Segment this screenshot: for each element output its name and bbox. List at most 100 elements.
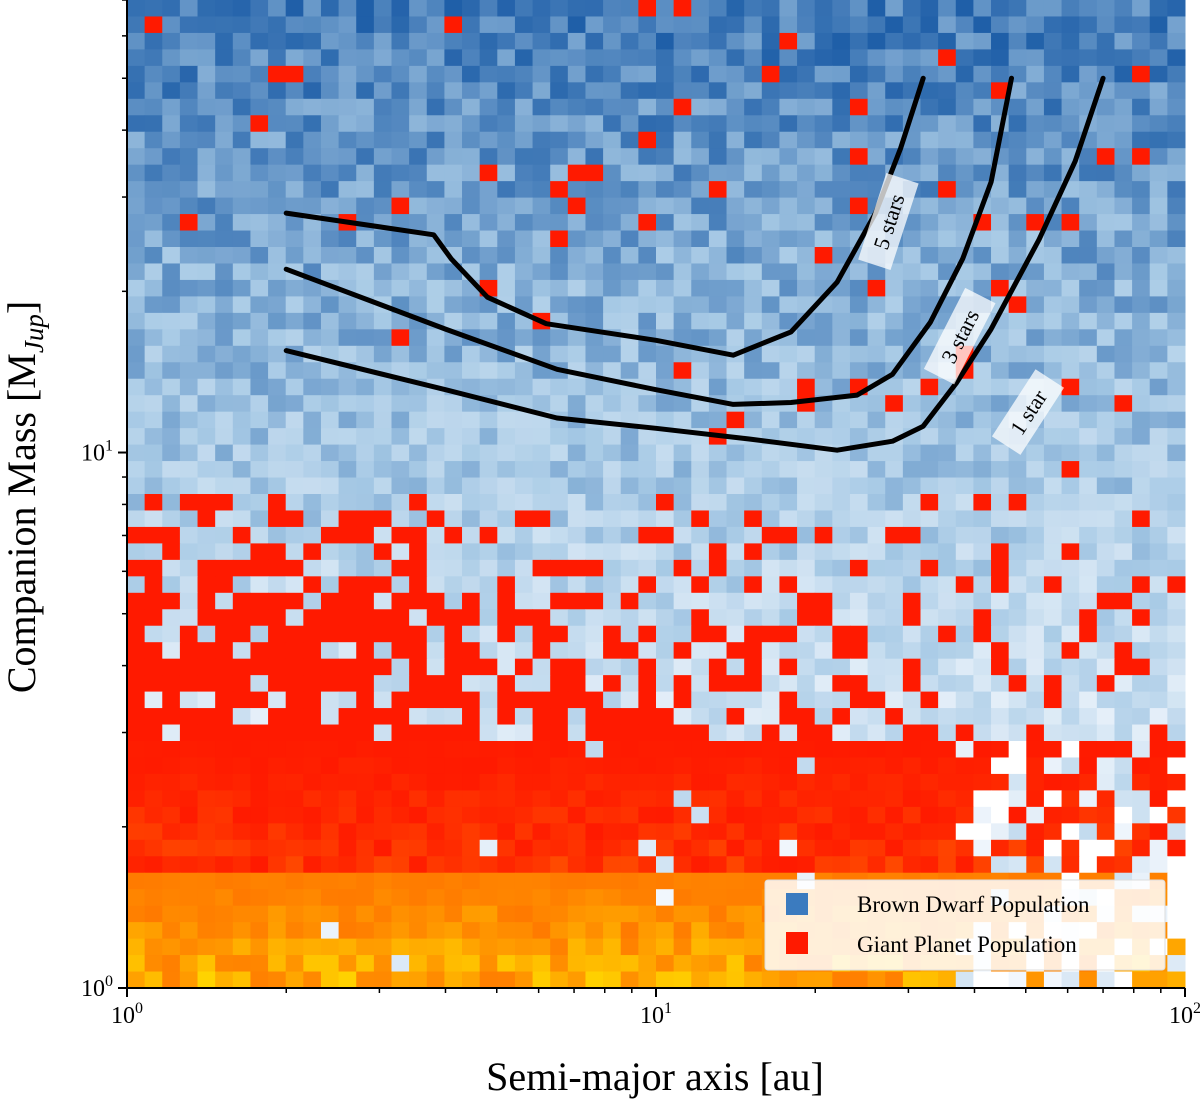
heatmap-cell (708, 658, 728, 676)
heatmap-cell (514, 329, 534, 347)
heatmap-cell (497, 823, 516, 841)
heatmap-cell (356, 0, 375, 17)
heatmap-cell (885, 609, 904, 627)
heatmap-cell (1132, 362, 1151, 380)
heatmap-cell (514, 32, 534, 50)
heatmap-cell (462, 296, 481, 314)
heatmap-cell (797, 971, 816, 989)
heatmap-cell (179, 543, 199, 561)
heatmap-cell (1043, 98, 1063, 116)
heatmap-cell (603, 790, 622, 808)
heatmap-cell (779, 164, 798, 182)
heatmap-cell (902, 214, 921, 232)
heatmap-cell (1061, 345, 1080, 363)
heatmap-cell (444, 494, 463, 511)
heatmap-cell (391, 378, 410, 396)
heatmap-cell (814, 98, 833, 116)
heatmap-cell (144, 263, 163, 281)
heatmap-cell (567, 378, 586, 396)
heatmap-cell (1026, 197, 1045, 215)
heatmap-cell (479, 642, 498, 660)
heatmap-cell (991, 576, 1010, 594)
heatmap-cell (285, 790, 304, 808)
heatmap-cell (426, 675, 445, 693)
heatmap-cell (708, 148, 728, 166)
heatmap-cell (814, 164, 833, 182)
heatmap-cell (320, 247, 340, 264)
heatmap-cell (744, 938, 763, 956)
heatmap-cell (938, 214, 957, 232)
heatmap-cell (268, 905, 287, 923)
heatmap-cell (462, 922, 481, 940)
heatmap-cell (285, 872, 304, 890)
heatmap-cell (144, 724, 163, 742)
heatmap-cell (920, 839, 939, 857)
heatmap-cell (708, 494, 728, 511)
heatmap-cell (867, 642, 886, 660)
heatmap-cell (849, 625, 869, 643)
heatmap-cell (744, 263, 763, 281)
heatmap-cell (673, 115, 692, 133)
heatmap-cell (1008, 971, 1027, 989)
heatmap-cell (902, 164, 921, 182)
heatmap-cell (955, 164, 974, 182)
heatmap-cell (885, 526, 904, 544)
heatmap-cell (1149, 543, 1168, 561)
heatmap-cell (920, 691, 939, 709)
heatmap-cell (726, 559, 745, 577)
heatmap-cell (497, 247, 516, 264)
heatmap-cell (744, 230, 763, 248)
heatmap-cell (285, 296, 304, 314)
heatmap-cell (409, 922, 428, 940)
heatmap-cell (938, 98, 957, 116)
heatmap-cell (250, 773, 269, 791)
heatmap-cell (1114, 49, 1133, 67)
heatmap-cell (708, 98, 728, 116)
heatmap-cell (215, 362, 234, 380)
heatmap-cell (320, 82, 340, 100)
heatmap-cell (532, 757, 551, 775)
heatmap-cell (779, 510, 798, 528)
heatmap-cell (849, 461, 869, 479)
heatmap-cell (955, 559, 974, 577)
heatmap-cell (744, 856, 763, 874)
heatmap-cell (1096, 362, 1115, 380)
heatmap-cell (761, 823, 780, 841)
heatmap-cell (585, 675, 604, 693)
heatmap-cell (215, 741, 234, 758)
heatmap-cell (1114, 164, 1133, 182)
heatmap-cell (867, 625, 886, 643)
heatmap-cell (1167, 296, 1186, 314)
heatmap-cell (691, 741, 710, 758)
heatmap-cell (514, 214, 534, 232)
heatmap-cell (585, 115, 604, 133)
heatmap-cell (656, 658, 675, 676)
heatmap-cell (1061, 559, 1080, 577)
heatmap-cell (268, 938, 287, 956)
heatmap-cell (409, 773, 428, 791)
heatmap-cell (1079, 773, 1098, 791)
heatmap-cell (268, 115, 287, 133)
heatmap-cell (779, 181, 798, 199)
heatmap-cell (1167, 889, 1186, 907)
heatmap-cell (1132, 839, 1151, 857)
heatmap-cell (320, 872, 340, 890)
heatmap-cell (285, 164, 304, 182)
heatmap-cell (1149, 230, 1168, 248)
heatmap-cell (938, 642, 957, 660)
heatmap-cell (514, 510, 534, 528)
heatmap-cell (603, 675, 622, 693)
heatmap-cell (462, 65, 481, 83)
heatmap-cell (638, 741, 657, 758)
heatmap-cell (1043, 708, 1063, 726)
heatmap-cell (797, 510, 816, 528)
heatmap-cell (215, 724, 234, 742)
heatmap-cell (250, 839, 269, 857)
heatmap-cell (232, 197, 251, 215)
x-tick-label: 102 (1169, 1000, 1200, 1029)
heatmap-cell (285, 889, 304, 907)
heatmap-cell (320, 32, 340, 50)
heatmap-cell (920, 148, 939, 166)
heatmap-cell (444, 708, 463, 726)
heatmap-cell (409, 872, 428, 890)
